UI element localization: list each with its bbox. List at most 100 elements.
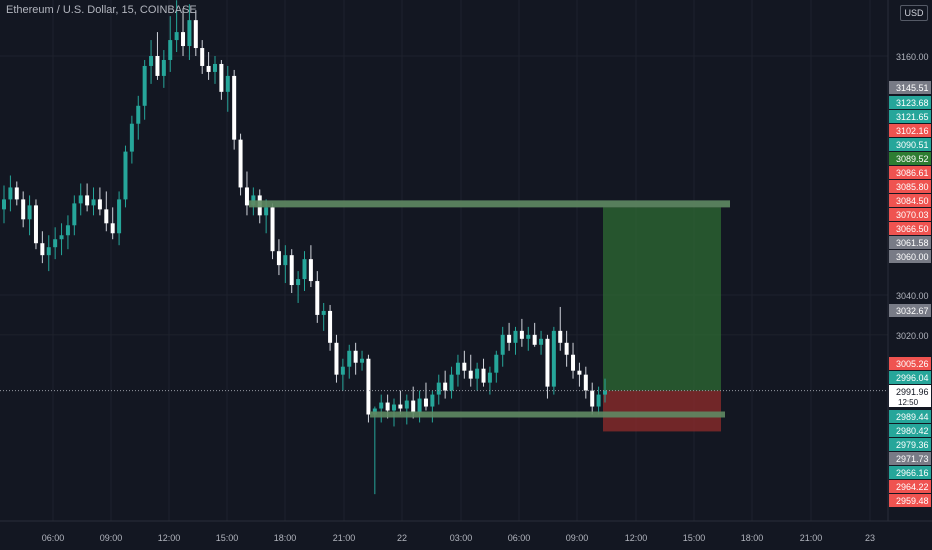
candle-body bbox=[519, 330, 524, 339]
candle-body bbox=[513, 330, 518, 343]
price-tag-label: 2964.22 bbox=[896, 482, 929, 492]
price-tag bbox=[889, 466, 931, 479]
price-tag bbox=[889, 81, 931, 94]
candle-body bbox=[308, 259, 313, 282]
price-tag-label: 2991.96 bbox=[896, 387, 929, 397]
price-tag-label: 3121.65 bbox=[896, 112, 929, 122]
chart-grid bbox=[0, 0, 888, 521]
price-tag-label: 3086.61 bbox=[896, 168, 929, 178]
candle-body bbox=[500, 334, 505, 355]
time-tick-label: 15:00 bbox=[216, 533, 239, 543]
take-profit-zone bbox=[603, 207, 721, 391]
candle-body bbox=[283, 255, 288, 266]
price-tick-label: 3040.00 bbox=[896, 291, 929, 301]
currency-button[interactable]: USD bbox=[900, 5, 928, 21]
candle-body bbox=[411, 400, 416, 413]
price-tag bbox=[889, 304, 931, 317]
candle-body bbox=[97, 199, 102, 210]
price-tag bbox=[889, 152, 931, 165]
candle-body bbox=[8, 187, 13, 200]
candle-body bbox=[423, 398, 428, 407]
candle-body bbox=[232, 75, 237, 140]
support-level bbox=[370, 411, 725, 418]
candle-body bbox=[219, 63, 224, 92]
candle-body bbox=[238, 139, 243, 188]
candle-body bbox=[27, 205, 32, 220]
candle-body bbox=[149, 56, 154, 66]
candle-body bbox=[296, 279, 301, 286]
candle-body bbox=[545, 338, 550, 387]
candle-body bbox=[212, 63, 217, 72]
price-tag bbox=[889, 371, 931, 384]
candle-body bbox=[244, 187, 249, 206]
price-tag bbox=[889, 96, 931, 109]
candle-body bbox=[481, 368, 486, 383]
candle-body bbox=[532, 334, 537, 345]
candle-body bbox=[558, 330, 563, 343]
price-tag-label: 3102.16 bbox=[896, 126, 929, 136]
candle-body bbox=[334, 342, 339, 375]
candle-body bbox=[385, 402, 390, 411]
resistance-level bbox=[249, 200, 730, 208]
candle-body bbox=[85, 195, 90, 206]
time-axis[interactable]: 06:00 09:00 12:00 15:00 18:00 21:00 22 03:00 06:… bbox=[0, 520, 932, 550]
candle-body bbox=[117, 199, 122, 234]
candle-body bbox=[168, 40, 173, 60]
candle-body bbox=[321, 310, 326, 315]
candle-body bbox=[551, 330, 556, 387]
support-resistance-levels bbox=[249, 200, 730, 418]
candle-body bbox=[404, 400, 409, 409]
candle-body bbox=[161, 59, 166, 76]
candle-body bbox=[475, 368, 480, 379]
candle-body bbox=[487, 372, 492, 383]
price-axis[interactable]: 3160.00 3040.00 3020.00 3145.51 3123.68 3121.… bbox=[887, 0, 932, 550]
candle-body bbox=[276, 251, 281, 266]
time-tick-label: 15:00 bbox=[683, 533, 706, 543]
candle-body bbox=[181, 32, 186, 47]
price-tag bbox=[889, 222, 931, 235]
candle-body bbox=[455, 362, 460, 375]
candle-body bbox=[14, 187, 19, 200]
price-tag bbox=[889, 124, 931, 137]
candle-body bbox=[264, 207, 269, 216]
price-tag bbox=[889, 236, 931, 249]
position-zones bbox=[603, 207, 721, 432]
candle-body bbox=[577, 370, 582, 375]
price-tag bbox=[889, 410, 931, 423]
price-tick-label: 3160.00 bbox=[896, 52, 929, 62]
price-tag-label: 3061.58 bbox=[896, 238, 929, 248]
candle-body bbox=[449, 374, 454, 391]
candle-body bbox=[136, 105, 141, 124]
candle-body bbox=[360, 358, 365, 363]
candle-body bbox=[347, 350, 352, 367]
candle-body bbox=[571, 354, 576, 371]
candle-body bbox=[340, 366, 345, 375]
time-tick-label: 23 bbox=[865, 533, 875, 543]
time-tick-label: 09:00 bbox=[100, 533, 123, 543]
candle-body bbox=[187, 20, 192, 47]
candle-body bbox=[174, 32, 179, 41]
candle-body bbox=[494, 354, 499, 373]
price-tag bbox=[889, 438, 931, 451]
candle-body bbox=[366, 358, 371, 415]
candle-body bbox=[539, 338, 544, 345]
candle-body bbox=[379, 402, 384, 409]
candle-body bbox=[142, 65, 147, 106]
candle-body bbox=[110, 223, 115, 234]
price-tag-label: 3066.50 bbox=[896, 224, 929, 234]
price-tag bbox=[889, 180, 931, 193]
price-tag bbox=[889, 480, 931, 493]
price-tag-label: 3060.00 bbox=[896, 252, 929, 262]
candle-body bbox=[590, 390, 595, 407]
time-tick-label: 18:00 bbox=[741, 533, 764, 543]
price-tag bbox=[889, 424, 931, 437]
price-tag-label: 3123.68 bbox=[896, 98, 929, 108]
candle-body bbox=[53, 239, 58, 248]
candle-body bbox=[65, 225, 70, 236]
time-tick-label: 12:00 bbox=[158, 533, 181, 543]
candle-body bbox=[129, 123, 134, 152]
candle-body bbox=[302, 259, 307, 280]
time-tick-label: 06:00 bbox=[508, 533, 531, 543]
candle-body bbox=[21, 199, 26, 220]
